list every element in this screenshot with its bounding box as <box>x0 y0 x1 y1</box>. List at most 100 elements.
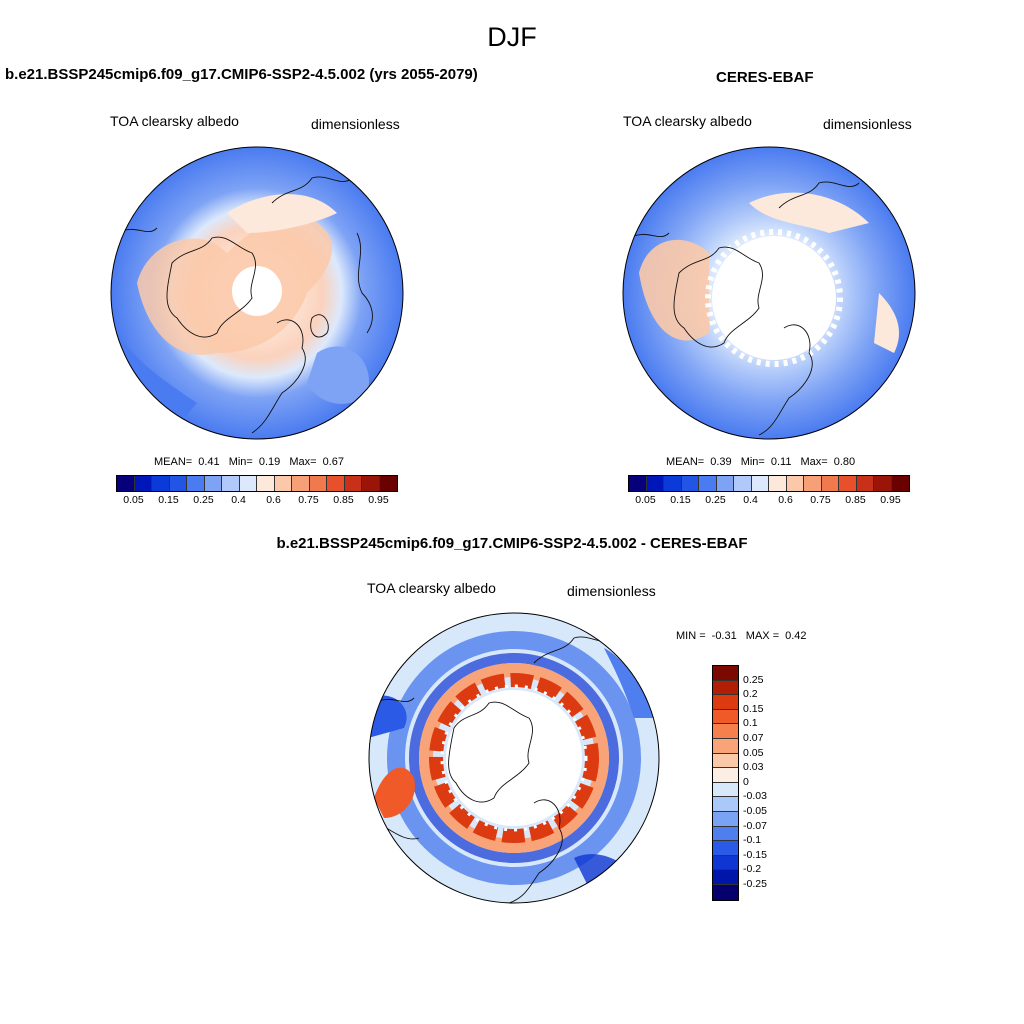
colorbar-swatch <box>713 811 738 827</box>
colorbar-swatch <box>309 476 327 491</box>
colorbar-swatch <box>222 476 240 491</box>
colorbar-swatch <box>713 826 738 842</box>
colorbar-swatch <box>646 476 664 491</box>
colorbar-tick-label: 0.25 <box>193 494 214 506</box>
colorbar-swatch <box>713 753 738 769</box>
diff-units-label: dimensionless <box>567 583 656 599</box>
colorbar-tick-label: 0.6 <box>266 494 281 506</box>
colorbar-swatch <box>379 476 397 491</box>
model-colorbar-ticks: 0.05 0.15 0.25 0.4 0.6 0.75 0.85 0.95 <box>116 494 398 508</box>
colorbar-swatch <box>713 680 738 696</box>
diff-colorbar <box>712 665 739 901</box>
colorbar-tick-label: 0.6 <box>778 494 793 506</box>
colorbar-swatch <box>257 476 275 491</box>
colorbar-swatch <box>839 476 857 491</box>
obs-stats: MEAN= 0.39 Min= 0.11 Max= 0.80 <box>666 456 856 468</box>
colorbar-swatch <box>713 695 738 710</box>
colorbar-tick-label: 0.95 <box>368 494 389 506</box>
colorbar-swatch <box>821 476 839 491</box>
colorbar-tick-label: 0.75 <box>810 494 831 506</box>
colorbar-swatch <box>292 476 310 491</box>
colorbar-swatch <box>874 476 892 491</box>
colorbar-swatch <box>274 476 292 491</box>
diff-stats: MIN = -0.31 MAX = 0.42 <box>676 630 807 642</box>
colorbar-tick-label: 0.15 <box>158 494 179 506</box>
colorbar-swatch <box>327 476 345 491</box>
obs-polar-map <box>622 146 916 440</box>
diff-variable-label: TOA clearsky albedo <box>367 580 496 596</box>
model-variable-label: TOA clearsky albedo <box>110 113 239 129</box>
colorbar-swatch <box>362 476 380 491</box>
colorbar-swatch <box>713 870 738 885</box>
colorbar-swatch <box>769 476 787 491</box>
model-stats: MEAN= 0.41 Min= 0.19 Max= 0.67 <box>154 456 344 468</box>
colorbar-swatch <box>713 709 738 725</box>
colorbar-swatch <box>204 476 222 491</box>
colorbar-swatch <box>786 476 804 491</box>
diff-colorbar-ticks: 0.25 0.2 0.15 0.1 0.07 0.05 0.03 0 -0.03 -0.05 -0.… <box>743 665 783 899</box>
colorbar-swatch <box>751 476 769 491</box>
colorbar-swatch <box>664 476 682 491</box>
colorbar-swatch <box>117 476 135 491</box>
colorbar-tick-label: 0.95 <box>880 494 901 506</box>
colorbar-tick-label: -0.15 <box>743 848 767 861</box>
colorbar-swatch <box>856 476 874 491</box>
colorbar-tick-label: -0.1 <box>743 834 762 847</box>
model-panel-title: b.e21.BSSP245cmip6.f09_g17.CMIP6-SSP2-4.… <box>5 66 478 83</box>
colorbar-swatch <box>713 738 738 754</box>
obs-units-label: dimensionless <box>823 116 912 132</box>
colorbar-swatch <box>713 782 738 798</box>
colorbar-swatch <box>629 476 647 491</box>
colorbar-swatch <box>187 476 205 491</box>
colorbar-tick-label: 0.1 <box>743 717 758 730</box>
colorbar-tick-label: -0.2 <box>743 863 762 876</box>
colorbar-tick-label: 0 <box>743 775 749 788</box>
colorbar-swatch <box>713 855 738 871</box>
figure-title: DJF <box>487 22 537 52</box>
colorbar-swatch <box>134 476 152 491</box>
obs-colorbar-ticks: 0.05 0.15 0.25 0.4 0.6 0.75 0.85 0.95 <box>628 494 910 508</box>
model-units-label: dimensionless <box>311 116 400 132</box>
colorbar-tick-label: 0.4 <box>743 494 758 506</box>
colorbar-swatch <box>699 476 717 491</box>
colorbar-swatch <box>804 476 822 491</box>
colorbar-swatch <box>713 724 738 739</box>
colorbar-tick-label: -0.07 <box>743 819 767 832</box>
colorbar-tick-label: 0.85 <box>845 494 866 506</box>
model-polar-map <box>110 146 404 440</box>
colorbar-swatch <box>713 768 738 783</box>
colorbar-swatch <box>891 476 909 491</box>
colorbar-tick-label: 0.15 <box>670 494 691 506</box>
colorbar-tick-label: 0.2 <box>743 688 758 701</box>
colorbar-tick-label: 0.75 <box>298 494 319 506</box>
colorbar-swatch <box>713 884 738 900</box>
model-colorbar <box>116 475 398 492</box>
colorbar-tick-label: 0.05 <box>743 746 764 759</box>
colorbar-swatch <box>344 476 362 491</box>
colorbar-swatch <box>152 476 170 491</box>
colorbar-tick-label: 0.07 <box>743 732 764 744</box>
colorbar-tick-label: 0.05 <box>635 494 656 506</box>
colorbar-swatch <box>169 476 187 491</box>
colorbar-tick-label: 0.05 <box>123 494 144 506</box>
colorbar-tick-label: -0.05 <box>743 805 767 817</box>
colorbar-tick-label: 0.15 <box>743 702 764 715</box>
obs-variable-label: TOA clearsky albedo <box>623 113 752 129</box>
colorbar-tick-label: 0.03 <box>743 761 764 774</box>
diff-polar-map <box>368 612 660 904</box>
colorbar-tick-label: -0.03 <box>743 790 767 803</box>
colorbar-tick-label: 0.4 <box>231 494 246 506</box>
colorbar-swatch <box>713 797 738 812</box>
colorbar-tick-label: 0.25 <box>743 673 764 686</box>
colorbar-swatch <box>716 476 734 491</box>
colorbar-swatch <box>713 666 738 681</box>
colorbar-swatch <box>734 476 752 491</box>
colorbar-tick-label: 0.25 <box>705 494 726 506</box>
colorbar-swatch <box>681 476 699 491</box>
colorbar-swatch <box>239 476 257 491</box>
diff-panel-title: b.e21.BSSP245cmip6.f09_g17.CMIP6-SSP2-4.… <box>276 535 748 552</box>
colorbar-tick-label: 0.85 <box>333 494 354 506</box>
colorbar-swatch <box>713 841 738 856</box>
colorbar-tick-label: -0.25 <box>743 878 767 890</box>
obs-colorbar <box>628 475 910 492</box>
